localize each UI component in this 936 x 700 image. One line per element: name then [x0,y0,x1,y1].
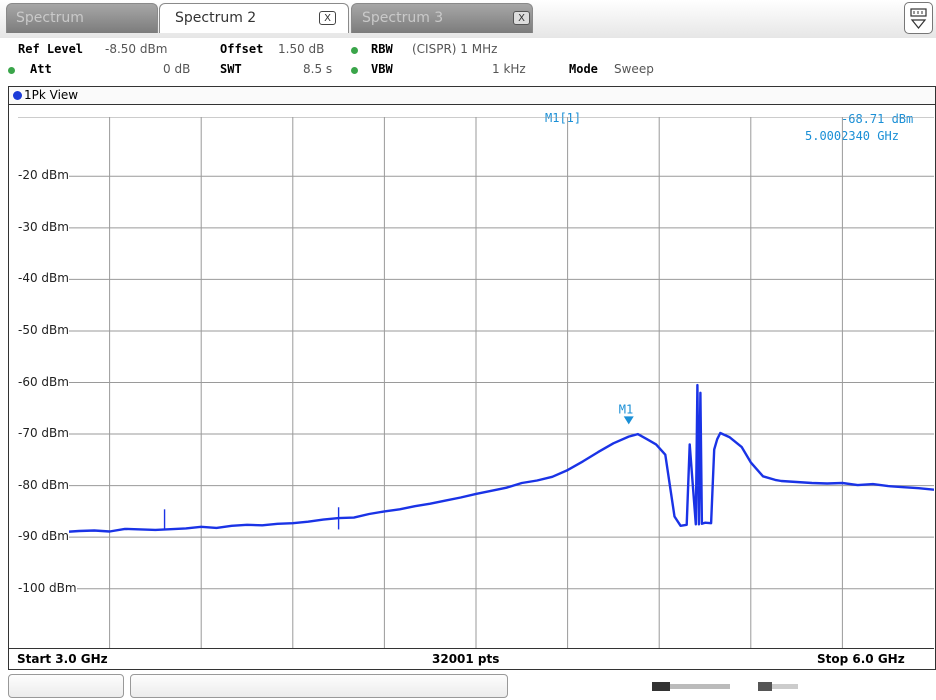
marker-label: M1[1] [545,111,582,125]
vbw-label: VBW [371,62,393,76]
stop-frequency: Stop 6.0 GHz [817,652,905,666]
status-bar [0,672,936,700]
y-tick-label: -20 dBm [18,168,69,183]
window-title-bar: 1Pk View [9,87,935,105]
y-tick-label: -100 dBm [18,580,77,595]
trace-indicator-icon [13,91,22,100]
tab-spectrum-2[interactable]: Spectrum 2 X [159,3,349,33]
y-tick-label: -60 dBm [18,374,69,389]
vbw-value[interactable]: 1 kHz [492,62,526,76]
marker-level: -68.71 dBm [841,112,914,126]
display-menu-button[interactable] [904,2,933,34]
att-value[interactable]: 0 dB [163,62,191,76]
close-icon[interactable]: X [319,11,336,25]
settings-panel: Ref Level -8.50 dBm Offset 1.50 dB RBW (… [0,40,936,83]
swt-value[interactable]: 8.5 s [303,62,333,76]
tab-label: Spectrum 3 [362,10,444,26]
tab-bar: Spectrum Spectrum 2 X Spectrum 3 X [0,0,936,38]
close-icon[interactable]: X [513,11,530,25]
window-footer: Start 3.0 GHz 32001 pts Stop 6.0 GHz [9,648,934,669]
rbw-value[interactable]: (CISPR) 1 MHz [412,42,498,56]
y-tick-label: -90 dBm [18,529,69,544]
status-dot-icon [351,47,358,54]
rbw-label: RBW [371,42,393,56]
tab-spectrum-3[interactable]: Spectrum 3 X [351,3,533,33]
status-dot-icon [351,67,358,74]
menu-icon [910,8,927,29]
y-tick-label: -70 dBm [18,426,69,441]
sweep-points: 32001 pts [432,652,500,666]
progress-indicator-icon [652,682,798,691]
offset-label: Offset [220,42,264,56]
y-tick-label: -30 dBm [18,219,69,234]
status-field[interactable] [8,674,124,698]
tab-label: Spectrum [16,10,84,26]
spectrum-plot[interactable]: M1 [18,117,934,648]
measurement-window[interactable]: 1Pk View [8,86,936,670]
att-label: Att [30,62,52,76]
window-title: 1Pk View [24,88,79,102]
tab-label: Spectrum 2 [175,10,257,26]
y-tick-label: -80 dBm [18,477,69,492]
status-dot-icon [8,67,15,74]
marker-triangle [623,416,634,425]
y-tick-label: -40 dBm [18,271,69,286]
offset-value[interactable]: 1.50 dB [278,42,325,56]
swt-label: SWT [220,62,242,76]
y-tick-label: -50 dBm [18,322,69,337]
ref-level-label: Ref Level [18,42,84,56]
marker-frequency: 5.0002340 GHz [805,129,899,143]
start-frequency: Start 3.0 GHz [17,652,108,666]
status-field[interactable] [130,674,508,698]
mode-value[interactable]: Sweep [614,62,654,76]
mode-label: Mode [569,62,598,76]
ref-level-value[interactable]: -8.50 dBm [105,42,168,56]
marker-name: M1 [619,402,633,416]
tab-spectrum-1[interactable]: Spectrum [6,3,158,33]
trace-line [18,383,934,536]
